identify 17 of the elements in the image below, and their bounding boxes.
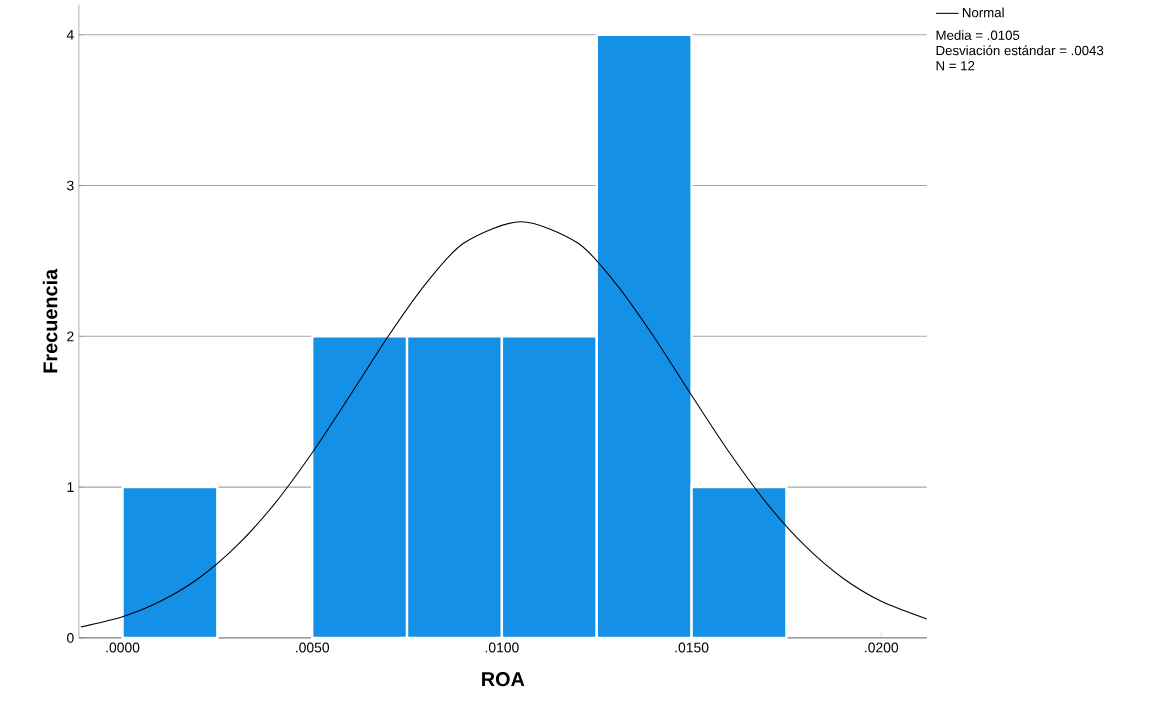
x-tick-label: .0200 (865, 642, 899, 653)
y-tick-label: 0 (67, 632, 74, 643)
x-tick-label: .0150 (675, 642, 709, 653)
line-series (80, 221, 928, 628)
text: Desviación estándar = .0043 (936, 45, 1104, 55)
y-tick-label: 2 (67, 331, 74, 341)
legend-label: Normal (962, 7, 1004, 18)
x-tick-label: .0050 (296, 642, 330, 653)
y-tick-label: 1 (67, 482, 74, 492)
x-axis-title: ROA (482, 671, 525, 686)
y-tick-label: 4 (66, 29, 74, 40)
text: N = 12 (936, 60, 975, 71)
y-axis-title: Frecuencia (42, 268, 58, 373)
text: Media = .0105 (936, 30, 1020, 40)
y-tick-label: 3 (67, 180, 74, 191)
x-tick-label: .0000 (106, 642, 140, 653)
x-tick-label: .0100 (485, 642, 519, 653)
